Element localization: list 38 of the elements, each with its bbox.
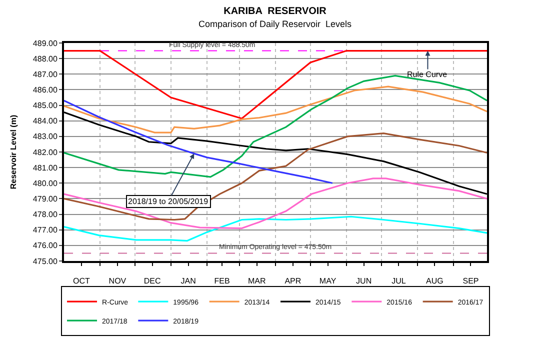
x-tick-label: APR: [284, 276, 302, 286]
line-series: [64, 86, 487, 134]
y-tick-label: 482.00: [32, 148, 58, 157]
x-tick-label: DEC: [144, 276, 161, 286]
y-tick-label: 475.00: [32, 256, 58, 266]
y-tick-label: 484.00: [32, 116, 58, 126]
x-tick-label: SEP: [462, 276, 479, 286]
y-tick-label: 479.00: [32, 194, 58, 204]
y-tick-label: 480.00: [32, 178, 58, 188]
y-tick-label: 476.00: [32, 241, 58, 250]
annotation: Rule Curve: [407, 70, 448, 79]
line-series: [64, 50, 487, 120]
x-tick-label: JAN: [180, 276, 196, 286]
chart-title: KARIBA RESERVOIR: [224, 6, 328, 17]
line-series: [64, 100, 334, 184]
x-tick-label: FEB: [214, 276, 230, 286]
chart-subtitle: Comparison of Daily Reservoir Levels: [198, 18, 352, 29]
y-tick-label: 477.00: [32, 226, 58, 235]
x-tick-label: OCT: [72, 276, 90, 286]
y-tick-label: 487.00: [32, 70, 58, 79]
y-axis-title: Reservoir Level (m): [9, 114, 18, 190]
x-tick-label: JUL: [392, 276, 406, 286]
y-tick-label: 485.00: [32, 101, 58, 110]
x-tick-label: NOV: [108, 276, 127, 286]
y-tick-label: 483.00: [32, 132, 58, 142]
line-series: [64, 132, 487, 221]
line-series: [64, 216, 487, 242]
y-tick-label: 481.00: [32, 163, 58, 172]
line-series: [64, 178, 487, 230]
y-tick-label: 486.00: [32, 86, 58, 95]
x-tick-label: JUN: [356, 276, 372, 286]
x-tick-label: AUG: [426, 276, 444, 286]
y-tick-label: 478.00: [32, 210, 58, 220]
annotation: 2018/19 to 20/05/2019: [128, 197, 209, 206]
x-tick-label: MAR: [248, 276, 266, 286]
y-tick-label: 489.00: [32, 38, 58, 48]
y-tick-label: 488.00: [32, 54, 58, 64]
x-tick-label: MAY: [319, 276, 337, 286]
